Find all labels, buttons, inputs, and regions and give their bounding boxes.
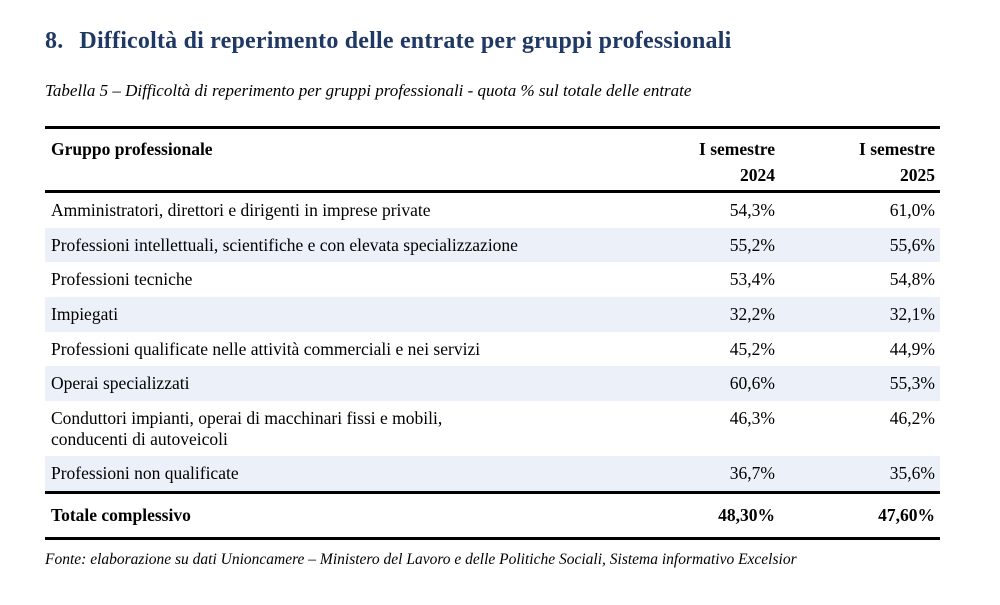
table-row: Operai specializzati 60,6% 55,3% (45, 366, 940, 401)
column-header-2025-line2: 2025 (900, 164, 935, 185)
row-label-cell: Professioni qualificate nelle attività c… (51, 338, 481, 359)
table-row: Impiegati 32,2% 32,1% (45, 297, 940, 332)
column-header-2024-line1: I semestre (699, 139, 775, 160)
column-header-2025: I semestre 2025 (780, 127, 940, 194)
total-2025-cell: 47,60% (780, 490, 940, 539)
table-row: Conduttori impianti, operai di macchinar… (45, 401, 940, 456)
value-2025-cell: 61,0% (889, 200, 935, 221)
value-2025-cell: 54,8% (889, 269, 935, 290)
table-row: Professioni qualificate nelle attività c… (45, 332, 940, 367)
total-label-cell: Totale complessivo (45, 490, 640, 539)
row-label-cell: Operai specializzati (51, 373, 190, 394)
value-2025-cell: 55,3% (889, 373, 935, 394)
row-label-cell: Professioni non qualificate (51, 463, 239, 484)
section-title: Difficoltà di reperimento delle entrate … (79, 28, 732, 54)
row-label-cell: Professioni tecniche (51, 269, 193, 290)
table-row: Professioni non qualificate 36,7% 35,6% (45, 456, 940, 493)
value-2024-cell: 53,4% (729, 269, 775, 290)
section-heading: 8. Difficoltà di reperimento delle entra… (45, 26, 940, 56)
value-2024-cell: 32,2% (729, 304, 775, 325)
value-2024-cell: 55,2% (729, 234, 775, 255)
difficulty-table: Gruppo professionale I semestre 2024 I se… (45, 126, 940, 540)
column-header-2025-line1: I semestre (859, 139, 935, 160)
value-2024-cell: 54,3% (729, 200, 775, 221)
value-2025-cell: 46,2% (889, 407, 935, 428)
source-note: Fonte: elaborazione su dati Unioncamere … (45, 550, 797, 568)
row-label-cell: Conduttori impianti, operai di macchinar… (51, 407, 443, 449)
row-label-cell: Professioni intellettuali, scientifiche … (51, 234, 518, 255)
total-2024-cell: 48,30% (640, 490, 780, 539)
table-row: Amministratori, direttori e dirigenti in… (45, 192, 940, 228)
column-header-2024-line2: 2024 (740, 164, 775, 185)
row-label-cell: Amministratori, direttori e dirigenti in… (51, 200, 431, 221)
value-2024-cell: 60,6% (729, 373, 775, 394)
row-label-cell: Impiegati (51, 304, 119, 325)
table-row: Professioni intellettuali, scientifiche … (45, 227, 940, 263)
value-2024-cell: 46,3% (729, 407, 775, 428)
value-2025-cell: 35,6% (889, 463, 935, 484)
document-page: 8. Difficoltà di reperimento delle entra… (45, 26, 940, 568)
value-2025-cell: 55,6% (889, 234, 935, 255)
table-row: Professioni tecniche 53,4% 54,8% (45, 262, 940, 297)
table-total-row: Totale complessivo 48,30% 47,60% (45, 490, 940, 539)
table-caption: Tabella 5 – Difficoltà di reperimento pe… (45, 81, 692, 100)
column-header-2024: I semestre 2024 (640, 127, 780, 194)
table-header-row: Gruppo professionale I semestre 2024 I se… (45, 127, 940, 194)
section-number: 8. (45, 28, 64, 54)
value-2025-cell: 44,9% (889, 338, 935, 359)
column-header-group: Gruppo professionale (45, 127, 640, 194)
value-2025-cell: 32,1% (889, 304, 935, 325)
value-2024-cell: 45,2% (729, 338, 775, 359)
value-2024-cell: 36,7% (729, 463, 775, 484)
